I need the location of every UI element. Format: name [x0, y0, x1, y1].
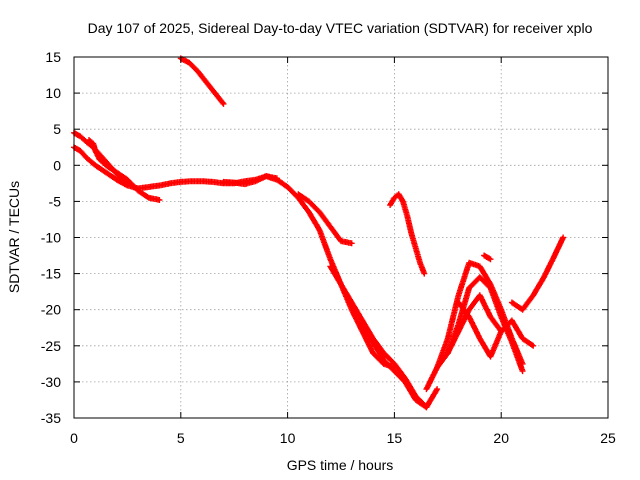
y-tick-label: 0 [53, 157, 61, 173]
series-arc-loop-b [455, 299, 505, 360]
series-arc-end [508, 234, 567, 313]
y-tick-label: -5 [49, 193, 62, 209]
y-tick-label: -30 [41, 374, 61, 390]
data-points [71, 55, 567, 411]
series-arc-mid-a [220, 173, 280, 188]
x-tick-label: 20 [493, 430, 509, 446]
series-arc-blip [481, 252, 494, 263]
y-tick-label: -20 [41, 302, 61, 318]
series-arc-loop-a [295, 191, 355, 247]
series-arc-start-b [86, 137, 163, 203]
y-tick-label: -15 [41, 266, 61, 282]
data-point-marks [481, 252, 494, 263]
y-tick-label: -25 [41, 338, 61, 354]
y-tick-label: -10 [41, 230, 61, 246]
x-tick-label: 25 [600, 430, 616, 446]
x-tick-label: 10 [280, 430, 296, 446]
data-point-marks [220, 173, 280, 188]
chart-title: Day 107 of 2025, Sidereal Day-to-day VTE… [88, 20, 593, 36]
y-tick-label: 10 [45, 85, 61, 101]
x-tick-label: 0 [70, 430, 78, 446]
data-point-marks [359, 321, 441, 411]
y-tick-label: 15 [45, 49, 61, 65]
data-point-marks [177, 55, 227, 107]
x-tick-label: 15 [387, 430, 403, 446]
data-point-marks [455, 299, 505, 360]
x-tick-label: 5 [177, 430, 185, 446]
series-arc-deep-b [359, 321, 441, 411]
series-arc-deep-a [327, 263, 430, 411]
data-point-marks [387, 191, 428, 277]
plot-frame [73, 56, 609, 419]
data-point-marks [295, 191, 355, 247]
data-point-marks [86, 137, 163, 203]
y-tick-label: -35 [41, 410, 61, 426]
series-arc-spike [387, 191, 428, 277]
axis-ticks: 0 5 10 15 20 25 15 10 5 0 -5 -10 -15 -20 -25 -30 -35 [41, 49, 616, 446]
y-axis-label: SDTVAR / TECUs [6, 181, 22, 293]
data-point-marks [508, 234, 567, 313]
data-point-marks [327, 263, 430, 411]
x-axis-label: GPS time / hours [287, 457, 394, 473]
series-arc-high [177, 55, 227, 107]
y-tick-label: 5 [53, 121, 61, 137]
